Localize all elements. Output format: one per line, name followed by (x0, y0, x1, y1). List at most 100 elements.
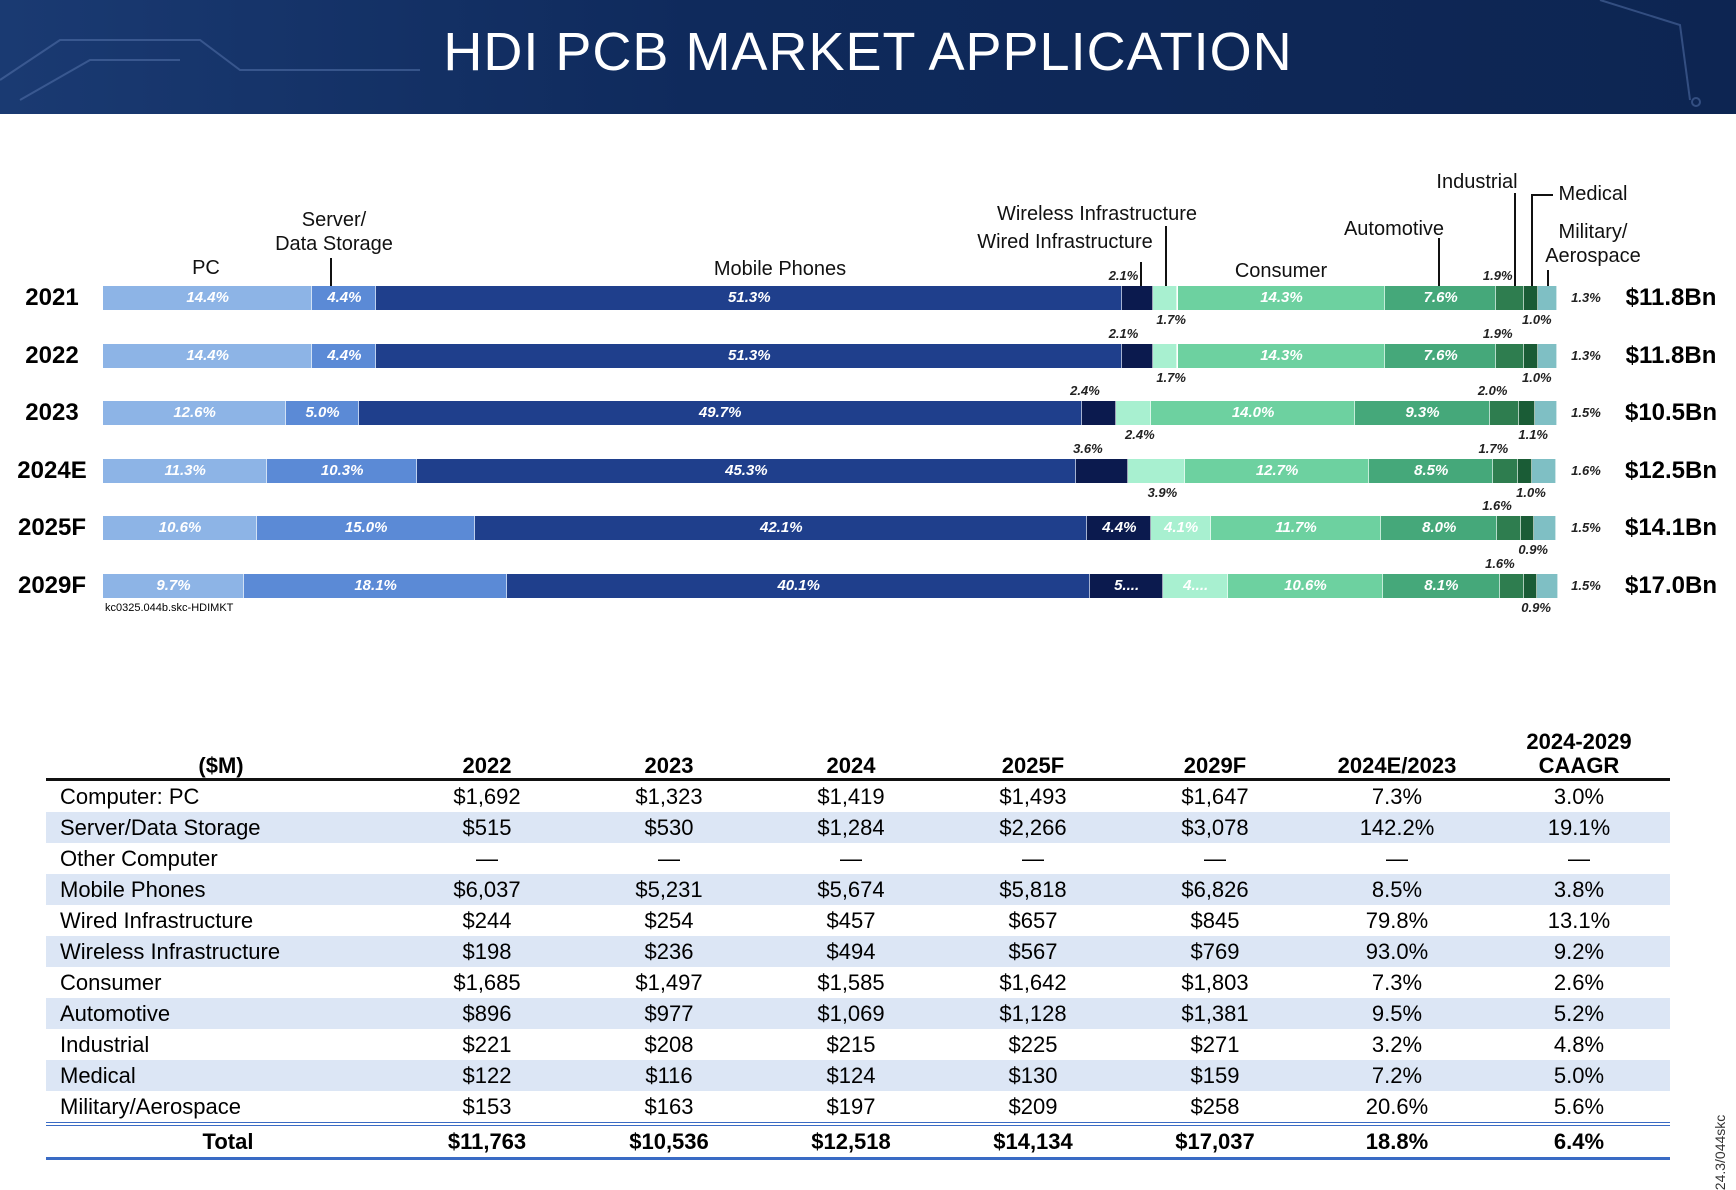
table-cell: $198 (396, 936, 578, 967)
leader-line (1140, 262, 1142, 286)
leader-line (1531, 194, 1553, 196)
table-cell: 142.2% (1306, 812, 1488, 843)
bar-segment (1519, 401, 1536, 425)
table-cell: Medical (46, 1060, 396, 1091)
value-label: 1.7% (1156, 369, 1186, 385)
series-label: Mobile Phones (713, 258, 847, 280)
table-header-cell: 2022 (396, 730, 578, 781)
table-cell: $769 (1124, 936, 1306, 967)
footnote: kc0325.044b.skc-HDIMKT (105, 602, 234, 614)
value-label: 9.7% (156, 576, 191, 594)
table-cell: — (1386, 845, 1408, 871)
table-cell: $5,231 (578, 874, 760, 905)
table-cell: — (476, 845, 498, 871)
table-cell: 79.8% (1365, 907, 1429, 933)
bar-segment (1538, 286, 1557, 310)
data-table: ($M) 2022 2023 2024 2025F 2029F 2024E/2023 2024… (46, 730, 1670, 1160)
table-cell: $896 (396, 998, 578, 1029)
value-label: 1.5% (1571, 405, 1601, 420)
value-label: 40.1% (777, 576, 820, 594)
circuit-decoration (0, 0, 1701, 107)
value-label: 0.9% (1518, 542, 1548, 557)
bar-segment (312, 286, 377, 310)
value-label: 2.1% (1108, 268, 1139, 283)
table-row: Wired Infrastructure $244 $254 $457 $657 $845… (46, 905, 1670, 936)
bar-segment (1116, 401, 1152, 425)
total-label: $11.8Bn (1625, 341, 1717, 369)
table-header: ($M) 2022 2023 2024 2025F 2029F 2024E/2023 2024… (46, 730, 1670, 781)
table-cell: $215 (826, 1031, 876, 1057)
value-label: 10.6% (158, 519, 202, 536)
table-cell: $122 (396, 1060, 578, 1091)
bar-segment (1228, 573, 1383, 598)
value-label: 4.4% (1102, 519, 1137, 536)
value-label: 14.3% (1260, 346, 1303, 364)
table-cell: $1,128 (942, 998, 1124, 1029)
value-label: 8.0% (1422, 519, 1457, 536)
series-label: Military/ Aerospace (1545, 221, 1641, 267)
table-cell: Automotive (46, 998, 396, 1029)
header-band: HDI PCB MARKET APPLICATION (0, 0, 1736, 114)
value-label: 2.1% (1108, 325, 1139, 341)
bar-segment (417, 458, 1076, 483)
category-label: 2029F (17, 571, 87, 599)
table-cell: 20.6% (1365, 1093, 1429, 1119)
table-cell: 9.5% (1306, 998, 1488, 1029)
table-cell: $116 (578, 1060, 760, 1091)
table-cell: Total (46, 1122, 396, 1160)
value-label: 1.5% (1571, 520, 1601, 535)
table-cell: $254 (644, 907, 694, 933)
table-cell: 5.6% (1553, 1093, 1605, 1119)
table-cell: $494 (760, 936, 942, 967)
bar-segment (103, 286, 313, 310)
value-label: 0.9% (1521, 599, 1551, 615)
bar-segment (1500, 573, 1524, 598)
table-cell: $515 (396, 812, 578, 843)
title: HDI PCB MARKET APPLICATION (443, 22, 1293, 82)
table-cell: 6.4% (1488, 1122, 1670, 1160)
bar-segment (1354, 401, 1491, 425)
category-label: 2023 (25, 399, 79, 426)
category-label: 2024E (17, 456, 87, 484)
bar-segment (103, 401, 287, 425)
bar-segment (507, 573, 1091, 598)
bar-segment (1152, 343, 1178, 368)
value-label: 1.6% (1485, 555, 1515, 571)
table-cell: $10,536 (578, 1122, 760, 1160)
bar-segment (1497, 516, 1521, 540)
category-label: 2022 (25, 341, 79, 369)
value-label: 14.0% (1231, 404, 1275, 421)
table-cell: 3.2% (1371, 1031, 1423, 1057)
table-row: Military/Aerospace $153 $163 $197 $209 $258 20… (46, 1091, 1670, 1124)
series-label: Automotive (1343, 218, 1445, 240)
value-label: 4.... (1183, 576, 1209, 594)
series-label: Wired Infrastructure (977, 231, 1153, 253)
bar-segment (358, 401, 1082, 425)
value-label: 1.0% (1521, 369, 1552, 385)
leader-line (1438, 238, 1440, 286)
table-cell: $2,266 (942, 812, 1124, 843)
bar-segment (1090, 573, 1163, 598)
table-cell: $17,037 (1124, 1122, 1306, 1160)
value-label: 15.0% (344, 519, 388, 536)
table-cell: $1,497 (635, 969, 703, 995)
table-cell: Military/Aerospace (60, 1093, 241, 1119)
bar-segment (1151, 516, 1211, 540)
leader-line (1547, 270, 1549, 286)
value-label: 7.6% (1423, 346, 1458, 364)
table-cell: 4.8% (1553, 1031, 1605, 1057)
table-row: Industrial $221 $208 $215 $225 $271 3.2% 4.8% (46, 1029, 1670, 1060)
side-note: 124.3/044skc (1712, 1114, 1728, 1190)
value-label: 2.0% (1477, 383, 1508, 398)
total-label: $12.5Bn (1624, 456, 1718, 484)
category-label: 2021 (25, 284, 79, 311)
bar-segment (1523, 286, 1539, 310)
table-cell: Wired Infrastructure (60, 907, 254, 933)
value-label: 5.... (1114, 576, 1140, 594)
bar-segment (1532, 458, 1556, 483)
value-label: 1.0% (1521, 312, 1552, 327)
table-header-cell: 2024E/2023 (1306, 730, 1488, 781)
value-label: 51.3% (728, 289, 771, 306)
table-row: Wireless Infrastructure $198 $236 $494 $567 $… (46, 936, 1670, 967)
